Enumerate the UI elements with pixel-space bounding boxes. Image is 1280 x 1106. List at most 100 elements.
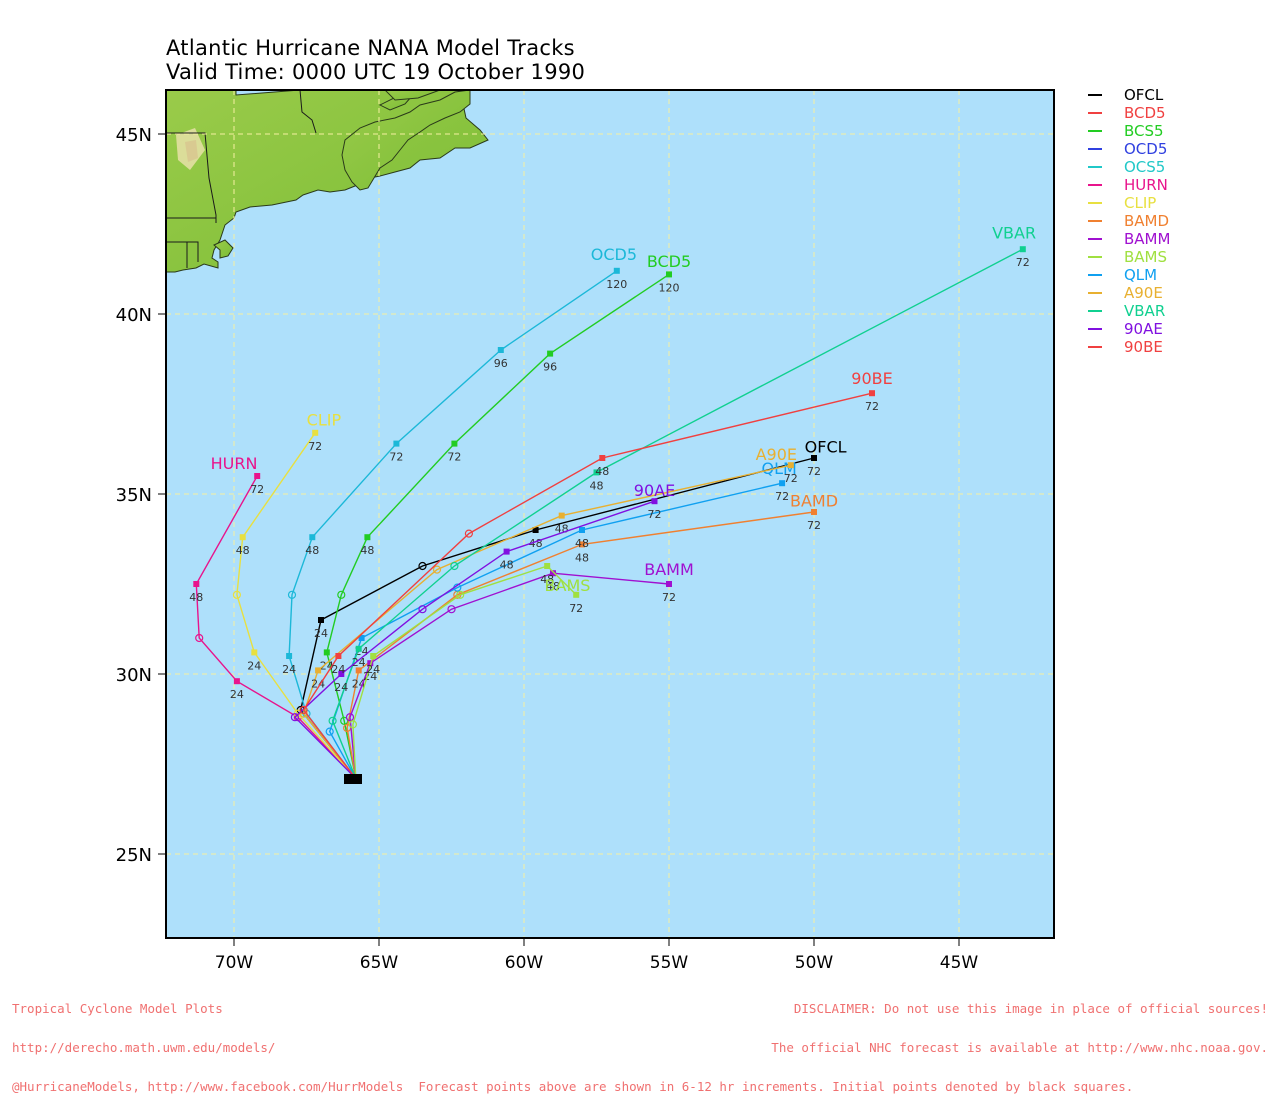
legend-item-qlm: QLM	[1088, 266, 1170, 284]
chart-title: Atlantic Hurricane NANA Model Tracks Val…	[166, 36, 585, 84]
initial-position-marker	[344, 774, 362, 784]
track-map: 24 48 72 OFCL 24 48 72 96 120 BCD5 24 48 72 96 120 OCD5…	[116, 89, 1055, 973]
track-name-label: A90E	[756, 445, 797, 464]
track-hurn: 24 48 72 HURN	[189, 454, 357, 779]
track-name-label: CLIP	[307, 411, 342, 430]
forecast-hour-label: 72	[569, 602, 583, 615]
forecast-hour-label: 24	[352, 656, 366, 669]
track-name-label: 90BE	[851, 369, 892, 388]
legend-label: BAMS	[1124, 248, 1168, 266]
forecast-hour-label: 48	[575, 551, 589, 564]
forecast-hour-label: 24	[334, 681, 348, 694]
legend-swatch-icon	[1088, 148, 1102, 150]
legend-swatch-icon	[1088, 328, 1102, 330]
footer-line-1: Tropical Cyclone Model Plots	[12, 1001, 223, 1016]
legend-item-90be: 90BE	[1088, 338, 1170, 356]
forecast-hour-label: 72	[807, 465, 821, 478]
track-clip: 24 48 72 CLIP	[232, 411, 357, 779]
track-bcd5: 24 48 72 96 120 BCD5	[320, 252, 691, 779]
forecast-hour-label: 48	[305, 544, 319, 557]
track-name-label: BAMS	[545, 576, 591, 595]
legend-label: BAMM	[1124, 230, 1171, 248]
nova-scotia-land	[341, 90, 471, 191]
forecast-hour-label: 48	[575, 537, 589, 550]
legend-swatch-icon	[1088, 238, 1102, 240]
title-line-2: Valid Time: 0000 UTC 19 October 1990	[166, 60, 586, 84]
track-name-label: OFCL	[805, 438, 847, 457]
forecast-hour-label: 24	[366, 663, 380, 676]
forecast-hour-label: 72	[1016, 256, 1030, 269]
forecast-hour-label: 48	[546, 580, 560, 593]
legend-label: BAMD	[1124, 212, 1170, 230]
forecast-hour-label: 96	[543, 361, 557, 374]
lon-tick-label: 55W	[650, 953, 689, 973]
track-name-label: BAMM	[644, 560, 694, 579]
legend-swatch-icon	[1088, 130, 1102, 132]
lat-tick-label: 30N	[116, 665, 152, 686]
legend-item-bcs5: BCS5	[1088, 122, 1170, 140]
forecast-hour-label: 48	[360, 544, 374, 557]
legend-label: BCS5	[1124, 122, 1164, 140]
lon-tick-label: 45W	[940, 953, 979, 973]
legend-label: A90E	[1124, 284, 1163, 302]
legend-item-bams: BAMS	[1088, 248, 1170, 266]
lat-tick-label: 25N	[116, 845, 152, 866]
legend-swatch-icon	[1088, 202, 1102, 204]
legend-item-hurn: HURN	[1088, 176, 1170, 194]
lat-tick-label: 40N	[116, 305, 152, 326]
lon-tick-label: 60W	[505, 953, 544, 973]
legend-swatch-icon	[1088, 310, 1102, 312]
track-name-label: 90AE	[634, 481, 675, 500]
forecast-hour-label: 48	[189, 591, 203, 604]
legend-swatch-icon	[1088, 184, 1102, 186]
forecast-hour-label: 48	[555, 523, 569, 536]
lat-tick-label: 45N	[116, 125, 152, 146]
track-name-label: VBAR	[992, 223, 1036, 242]
legend-item-clip: CLIP	[1088, 194, 1170, 212]
legend-item-90ae: 90AE	[1088, 320, 1170, 338]
legend-label: OCD5	[1124, 140, 1168, 158]
track-bamd: 24 48 72 BAMD	[343, 492, 838, 779]
forecast-hour-label: 48	[595, 465, 609, 478]
legend-label: CLIP	[1124, 194, 1157, 212]
track-90ae: 24 48 72 90AE	[290, 481, 675, 779]
forecast-hour-label: 48	[590, 479, 604, 492]
legend-label: OFCL	[1124, 86, 1164, 104]
footer-line-3: @HurricaneModels, http://www.facebook.co…	[12, 1079, 1134, 1094]
disclaimer-line-2: The official NHC forecast is available a…	[771, 1040, 1268, 1055]
legend-label: OCS5	[1124, 158, 1166, 176]
forecast-hour-label: 72	[648, 508, 662, 521]
forecast-hour-label: 72	[447, 451, 461, 464]
lat-tick-label: 35N	[116, 485, 152, 506]
legend-swatch-icon	[1088, 166, 1102, 168]
legend-item-bamd: BAMD	[1088, 212, 1170, 230]
track-90be: 24 48 72 90BE	[299, 369, 893, 779]
legend-swatch-icon	[1088, 220, 1102, 222]
legend-label: BCD5	[1124, 104, 1166, 122]
track-name-label: HURN	[211, 454, 258, 473]
forecast-hour-label: 48	[236, 544, 250, 557]
forecast-hour-label: 24	[282, 663, 296, 676]
forecast-hour-label: 24	[311, 677, 325, 690]
ocean-background	[166, 90, 1054, 938]
legend-label: HURN	[1124, 176, 1168, 194]
legend-swatch-icon	[1088, 292, 1102, 294]
legend-item-bamm: BAMM	[1088, 230, 1170, 248]
track-bams: 24 48 72 BAMS	[348, 563, 591, 779]
track-vbar: 24 48 72 VBAR	[328, 223, 1036, 779]
lon-tick-label: 50W	[795, 953, 834, 973]
forecast-hour-label: 72	[807, 519, 821, 532]
legend-label: 90AE	[1124, 320, 1163, 338]
lon-tick-label: 70W	[215, 953, 254, 973]
legend-swatch-icon	[1088, 274, 1102, 276]
lon-tick-label: 65W	[360, 953, 399, 973]
footer-disclaimer: DISCLAIMER: Do not use this image in pla…	[771, 976, 1268, 1067]
forecast-hour-label: 24	[230, 688, 244, 701]
track-name-label: BAMD	[790, 492, 838, 511]
forecast-hour-label: 24	[247, 659, 261, 672]
legend-item-ocd5: OCD5	[1088, 140, 1170, 158]
disclaimer-line-1: DISCLAIMER: Do not use this image in pla…	[793, 1001, 1268, 1016]
legend-label: VBAR	[1124, 302, 1166, 320]
title-line-1: Atlantic Hurricane NANA Model Tracks	[166, 36, 575, 60]
forecast-hour-label: 48	[500, 559, 514, 572]
